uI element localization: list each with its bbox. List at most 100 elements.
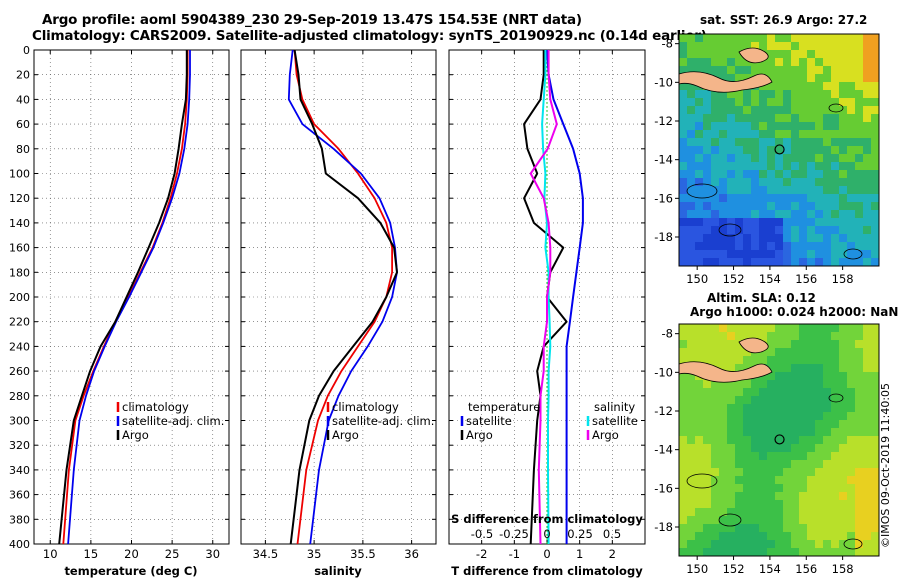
sla_map-cell (767, 340, 776, 349)
sla_map-cell (679, 436, 688, 445)
sla_map-cell (839, 460, 848, 469)
sst_map-cell (711, 122, 720, 131)
sst_map-cell (847, 186, 856, 195)
sla_map-cell (767, 484, 776, 493)
sla_map-cell (727, 340, 736, 349)
sla_map-cell (783, 444, 792, 453)
sla_map-cell (823, 332, 832, 341)
sst_map-cell (823, 90, 832, 99)
sst_map-cell (679, 50, 688, 59)
sst_map-cell (791, 218, 800, 227)
sst_map-cell (791, 98, 800, 107)
sla_map-cell (743, 332, 752, 341)
sst_map-cell (719, 90, 728, 99)
sst_map-cell (687, 258, 696, 267)
sla_map-cell (735, 516, 744, 525)
sst_map-cell (711, 170, 720, 179)
sla_map-cell (727, 508, 736, 517)
sst_map-cell (791, 162, 800, 171)
sla_map-cell (847, 420, 856, 429)
sst_map-cell (823, 34, 832, 43)
sla_map-cell (719, 452, 728, 461)
sla_map-cell (871, 388, 880, 397)
sst_map-cell (735, 242, 744, 251)
sla_map-cell (783, 364, 792, 373)
sst_map-cell (743, 210, 752, 219)
sst_map-cell (767, 242, 776, 251)
sla_map-cell (751, 500, 760, 509)
sst_map-cell (759, 90, 768, 99)
sla_map-cell (759, 420, 768, 429)
sst_map-cell (711, 194, 720, 203)
sst_map-cell (743, 138, 752, 147)
sla_map-cell (831, 548, 840, 557)
sst_map-cell (775, 218, 784, 227)
sst_map-cell (687, 218, 696, 227)
sst_map-cell (727, 218, 736, 227)
sst_map-cell (751, 242, 760, 251)
sla_map-cell (783, 532, 792, 541)
sal-xlabel: salinity (314, 564, 362, 578)
sla_map-cell (791, 444, 800, 453)
sla_map-cell (863, 508, 872, 517)
sst_map-cell (759, 250, 768, 259)
sla_map-cell (823, 436, 832, 445)
sal-tick-label: 36 (404, 547, 419, 561)
sst_map-cell (839, 138, 848, 147)
tdiff-tick-label: 0 (543, 547, 550, 561)
sla_map-cell (799, 508, 808, 517)
sst_map-cell (807, 106, 816, 115)
sla_map-cell (855, 548, 864, 557)
sla_map-cell (719, 388, 728, 397)
sst_map-reef-outline (718, 223, 742, 237)
sst_map-cell (807, 98, 816, 107)
sst_map-cell (831, 122, 840, 131)
sla_map-cell (863, 412, 872, 421)
sst_map-cell (711, 90, 720, 99)
sst_map-cell (695, 138, 704, 147)
sst_map-cell (679, 66, 688, 75)
sla_map-reef-outline (843, 538, 863, 550)
sst_map-cell (735, 66, 744, 75)
sla_map-cell (695, 436, 704, 445)
sst_map-cell (831, 250, 840, 259)
sst_map-cell (743, 106, 752, 115)
sst_map-cell (799, 74, 808, 83)
sst_map-cell (679, 186, 688, 195)
sla_map-cell (727, 532, 736, 541)
sla_map-cell (727, 332, 736, 341)
sst_map-cell (783, 154, 792, 163)
sst_map-cell (823, 66, 832, 75)
sst_map-cell (815, 234, 824, 243)
sst_map-cell (823, 186, 832, 195)
sla_map-cell (815, 324, 824, 333)
sst_map-cell (799, 178, 808, 187)
sst_map-cell (855, 170, 864, 179)
sla_map-cell (807, 396, 816, 405)
sst_map-lat-label: -12 (654, 114, 673, 128)
sst_map-cell (759, 106, 768, 115)
sst_map-cell (839, 226, 848, 235)
sla_map-cell (727, 428, 736, 437)
sla_map-cell (823, 396, 832, 405)
sst_map-cell (815, 210, 824, 219)
sst_map-cell (855, 218, 864, 227)
sla_map-cell (743, 460, 752, 469)
sla_map-cell (719, 324, 728, 333)
sla_map-cell (711, 532, 720, 541)
sst_map-cell (799, 250, 808, 259)
sst_map-cell (871, 130, 880, 139)
sla_map-cell (807, 484, 816, 493)
sla_map-cell (703, 492, 712, 501)
sst_map-cell (831, 90, 840, 99)
sla_map-cell (791, 356, 800, 365)
sst_map-cell (727, 170, 736, 179)
sla_map-cell (807, 372, 816, 381)
sst_map-cell (719, 34, 728, 43)
sla_map-cell (831, 532, 840, 541)
sla_map-cell (695, 348, 704, 357)
sst_map-cell (815, 194, 824, 203)
sla_map-cell (831, 324, 840, 333)
sst_map-cell (815, 50, 824, 59)
sla_map-cell (711, 396, 720, 405)
